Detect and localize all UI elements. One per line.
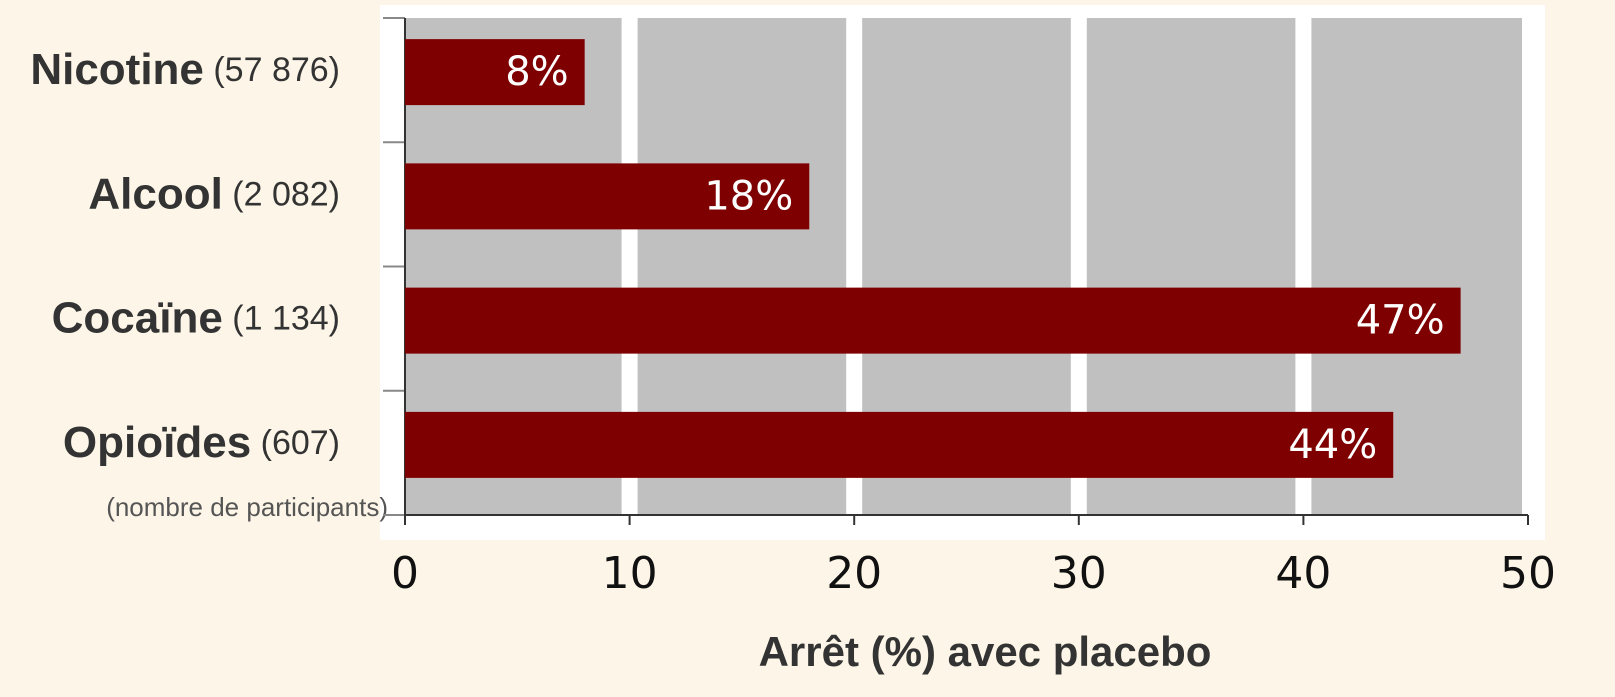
x-tick-label: 40 xyxy=(1275,548,1331,599)
category-name: Opioïdes xyxy=(63,418,251,467)
x-tick-label: 50 xyxy=(1500,548,1556,599)
bar xyxy=(405,287,1461,354)
value-label: 8% xyxy=(505,49,568,95)
grid-line xyxy=(1070,18,1087,515)
category-label: Opioïdes (607) xyxy=(63,418,340,467)
category-count: (1 134) xyxy=(232,300,340,338)
category-space xyxy=(251,424,260,462)
category-space xyxy=(223,300,232,338)
bar xyxy=(405,39,585,106)
x-tick-label: 0 xyxy=(391,548,419,599)
category-label: Alcool (2 082) xyxy=(88,169,340,218)
category-name: Cocaïne xyxy=(52,293,223,342)
category-count: (607) xyxy=(261,424,340,462)
grid-line xyxy=(621,18,638,515)
bar xyxy=(405,411,1394,478)
value-label: 44% xyxy=(1288,422,1377,468)
value-label: 18% xyxy=(704,173,793,219)
category-space xyxy=(204,51,213,89)
x-tick-label: 10 xyxy=(602,548,658,599)
bar xyxy=(405,163,810,230)
category-name: Nicotine xyxy=(30,45,204,94)
category-label: Nicotine (57 876) xyxy=(30,45,340,94)
x-tick-label: 30 xyxy=(1051,548,1107,599)
category-label: Cocaïne (1 134) xyxy=(52,293,340,342)
category-count: (2 082) xyxy=(232,175,340,213)
grid-line xyxy=(1295,18,1312,515)
note: (nombre de participants) xyxy=(106,492,388,522)
category-count: (57 876) xyxy=(213,51,340,89)
category-space xyxy=(223,175,232,213)
grid-line xyxy=(846,18,863,515)
value-label: 47% xyxy=(1356,298,1445,344)
category-name: Alcool xyxy=(88,169,222,218)
x-axis-label: Arrêt (%) avec placebo xyxy=(759,628,1212,675)
x-tick-label: 20 xyxy=(826,548,882,599)
